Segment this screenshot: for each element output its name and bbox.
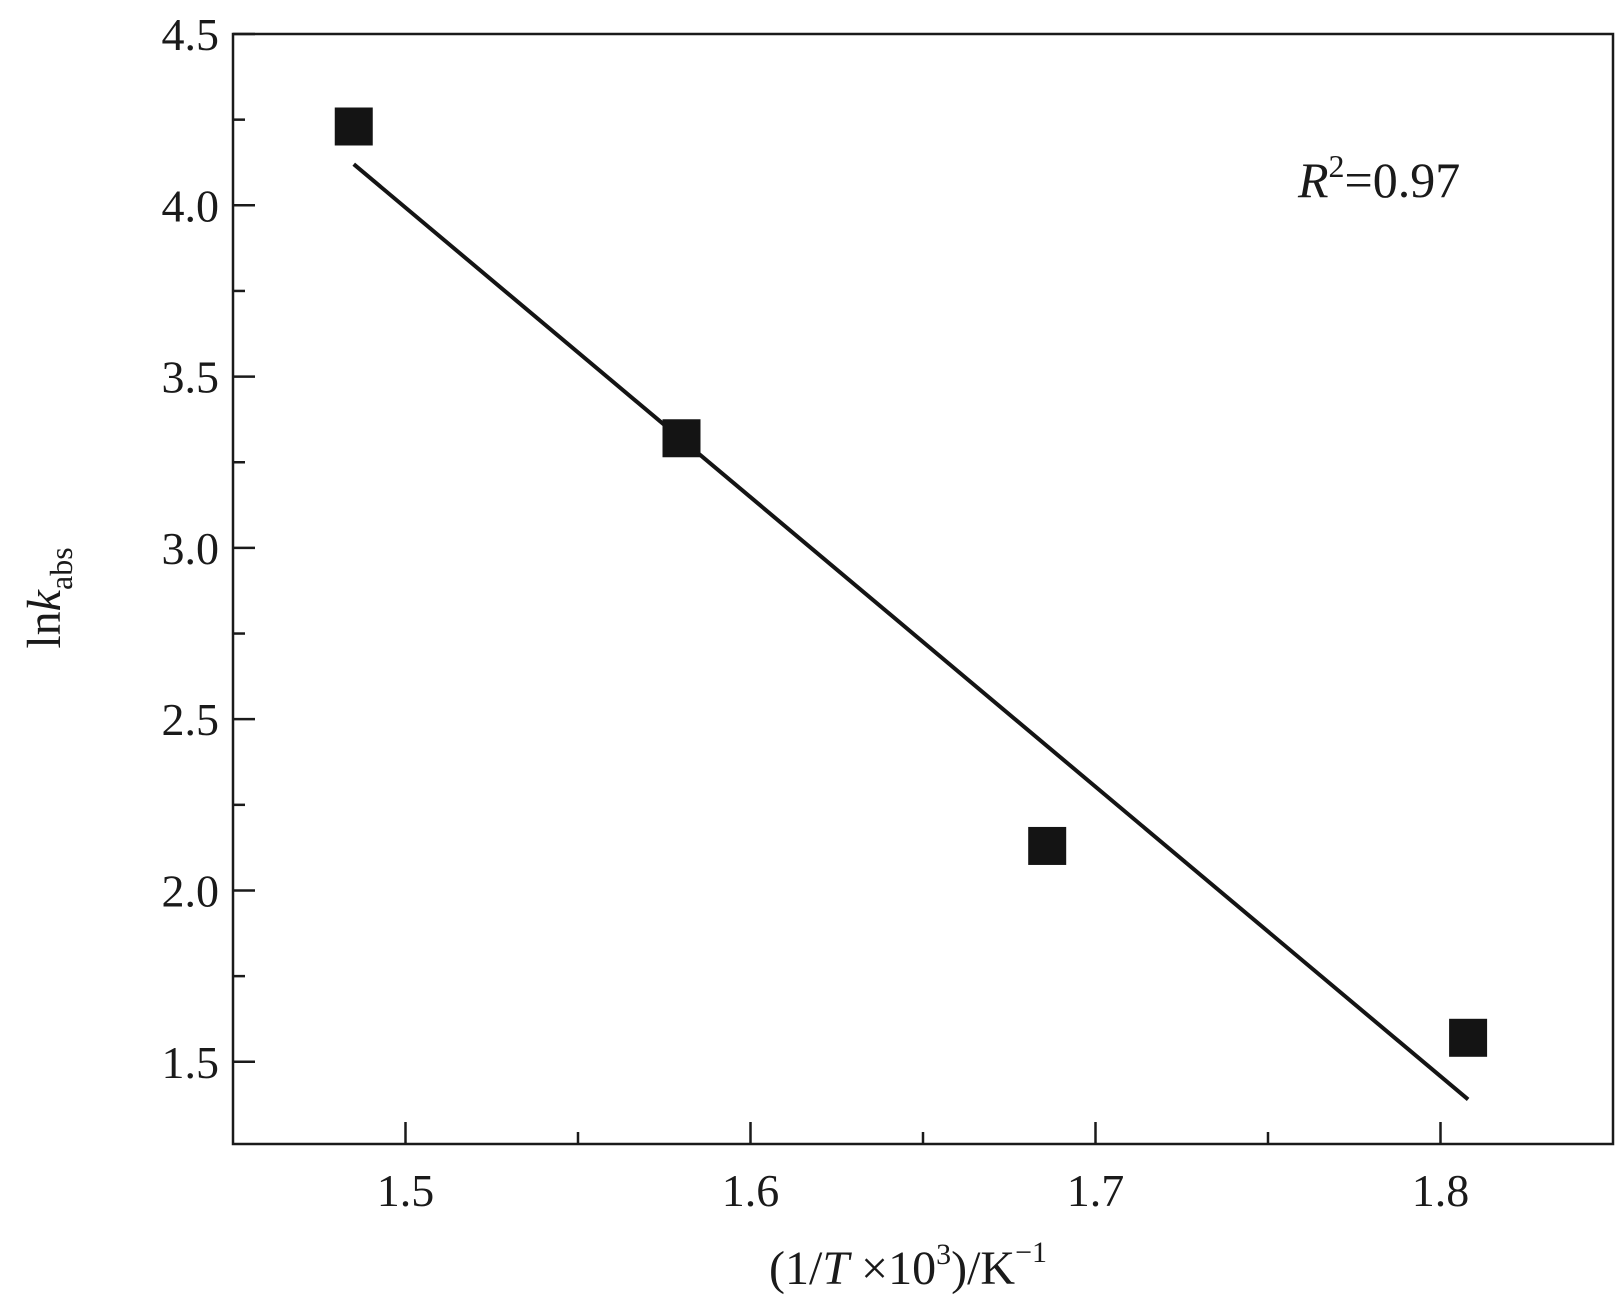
x-axis: 1.5 1.6 1.7 1.8 (377, 1122, 1470, 1216)
data-point (1028, 826, 1067, 865)
y-tick-label: 3.0 (162, 523, 220, 574)
x-axis-title: (1/T ×103)/K−1 (769, 1236, 1047, 1295)
data-point (662, 419, 701, 458)
fit-line (352, 162, 1470, 1101)
y-tick-label: 1.5 (162, 1037, 220, 1088)
y-tick-label: 4.5 (162, 9, 220, 60)
data-point (334, 107, 373, 146)
data-point (1449, 1018, 1488, 1057)
x-tick-label: 1.5 (377, 1165, 435, 1216)
x-tick-label: 1.8 (1412, 1165, 1470, 1216)
y-axis: 1.5 2.0 2.5 3.0 3.5 4.0 4.5 (162, 9, 255, 1088)
data-points (334, 107, 1488, 1057)
y-tick-label: 2.5 (162, 694, 220, 745)
y-tick-label: 4.0 (162, 180, 220, 231)
y-tick-label: 3.5 (162, 352, 220, 403)
y-axis-title: lnkabs (18, 547, 79, 648)
x-tick-label: 1.7 (1067, 1165, 1125, 1216)
y-tick-label: 2.0 (162, 865, 220, 916)
r-squared-annotation: R2=0.97 (1297, 148, 1460, 208)
x-tick-label: 1.6 (722, 1165, 780, 1216)
